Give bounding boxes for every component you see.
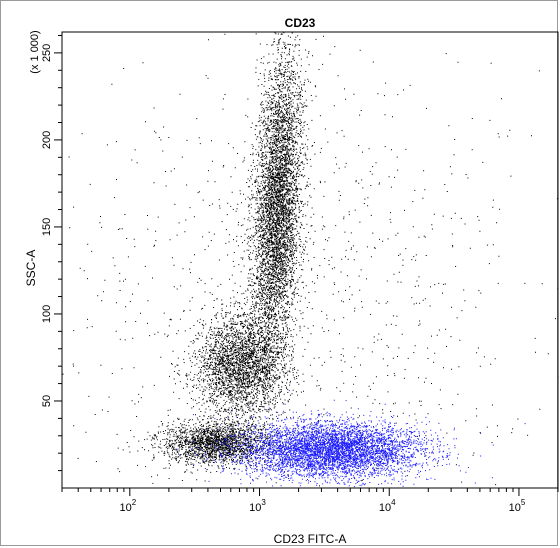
- axes: [61, 31, 559, 489]
- y-axis-ticks: 50 100 150 200 250: [41, 34, 62, 472]
- x-axis-ticks: 102 103 104 105: [61, 488, 559, 514]
- x-tick-label: 105: [509, 498, 526, 514]
- y-axis-multiplier: (x 1 000): [29, 30, 41, 73]
- x-tick-label: 102: [119, 498, 136, 514]
- chart-title: CD23: [285, 16, 316, 30]
- y-axis-title: SSC-A: [24, 250, 38, 287]
- series-0-events: [62, 32, 559, 487]
- y-tick-label: 200: [41, 131, 53, 149]
- x-tick-label: 103: [249, 498, 266, 514]
- y-tick-label: 100: [41, 305, 53, 323]
- y-tick-label: 150: [41, 218, 53, 236]
- y-tick-label: 250: [41, 44, 53, 62]
- scatter-points: [62, 32, 559, 488]
- x-axis-title: CD23 FITC-A: [274, 532, 347, 546]
- y-tick-label: 50: [41, 395, 53, 407]
- plot-area-border: [61, 31, 559, 489]
- series-1-events: [176, 390, 526, 488]
- x-tick-label: 104: [379, 498, 396, 514]
